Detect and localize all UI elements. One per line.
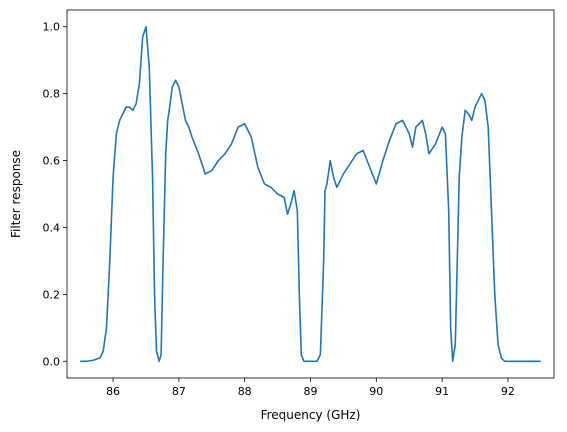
- y-tick-label: 0.0: [43, 355, 61, 368]
- y-tick-label: 1.0: [43, 21, 61, 34]
- x-tick-label: 91: [435, 385, 449, 398]
- x-tick-label: 87: [172, 385, 186, 398]
- y-tick-label: 0.6: [43, 155, 61, 168]
- series-line-0: [80, 25, 541, 363]
- x-tick-label: 92: [501, 385, 515, 398]
- y-tick-label: 0.4: [43, 221, 61, 234]
- x-tick-label: 90: [369, 385, 383, 398]
- y-axis-label: Filter response: [9, 150, 23, 238]
- x-tick-label: 86: [106, 385, 120, 398]
- x-tick-label: 89: [304, 385, 318, 398]
- x-tick-label: 88: [238, 385, 252, 398]
- y-tick-label: 0.8: [43, 88, 61, 101]
- y-tick-label: 0.2: [43, 288, 61, 301]
- x-axis-label: Frequency (GHz): [261, 408, 361, 422]
